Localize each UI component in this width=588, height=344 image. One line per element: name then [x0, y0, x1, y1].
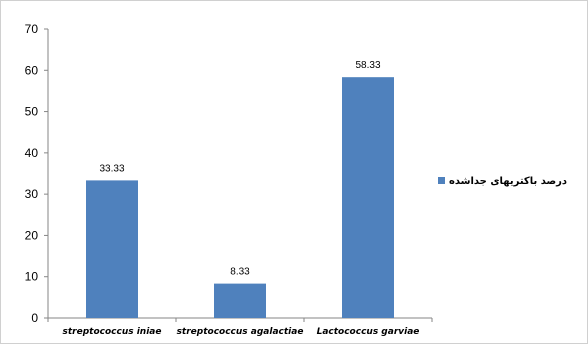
y-tick-label: 10	[25, 270, 39, 284]
y-tick-label: 20	[25, 228, 39, 242]
legend: درصد باکتریهای جداشده	[438, 176, 567, 187]
data-label: 58.33	[355, 60, 380, 71]
y-tick-label: 60	[25, 63, 39, 77]
y-tick-label: 30	[25, 187, 39, 201]
y-tick-label: 50	[25, 105, 39, 119]
x-category-label: Lactococcus garviae	[317, 327, 420, 337]
x-category-label: streptococcus iniae	[63, 327, 162, 337]
bars: 33.33 8.33 58.33	[86, 60, 394, 319]
bar-2	[214, 283, 266, 318]
bar-3	[342, 77, 394, 319]
y-tick-label: 0	[31, 311, 38, 325]
legend-label: درصد باکتریهای جداشده	[449, 176, 567, 187]
y-tick-label: 40	[25, 146, 39, 160]
x-category-label: streptococcus agalactiae	[177, 327, 304, 337]
y-tick-label: 70	[25, 22, 39, 36]
data-label: 8.33	[230, 267, 250, 278]
y-axis: 0 10 20 30 40 50 60 70	[25, 22, 49, 325]
bar-1	[86, 180, 138, 318]
data-label: 33.33	[99, 163, 124, 174]
legend-swatch	[438, 177, 445, 184]
